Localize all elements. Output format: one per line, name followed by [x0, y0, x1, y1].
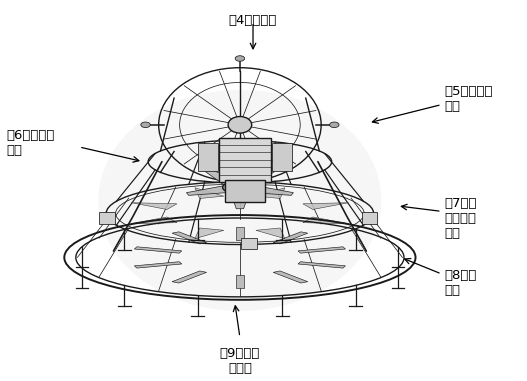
Polygon shape: [273, 232, 308, 244]
Text: （7）方
向姿态控
制器: （7）方 向姿态控 制器: [444, 197, 477, 240]
Bar: [272, 143, 292, 171]
Polygon shape: [172, 232, 207, 244]
Polygon shape: [134, 262, 182, 268]
Polygon shape: [134, 247, 182, 253]
Polygon shape: [256, 228, 285, 239]
Polygon shape: [204, 170, 241, 186]
Polygon shape: [230, 192, 249, 209]
Polygon shape: [256, 188, 285, 199]
Text: （6）五叶螺
旋桨: （6）五叶螺 旋桨: [7, 129, 55, 157]
Ellipse shape: [228, 117, 252, 133]
Polygon shape: [195, 228, 224, 239]
Text: （5）顶置发
动机: （5）顶置发 动机: [444, 85, 493, 113]
Ellipse shape: [235, 188, 245, 194]
Polygon shape: [195, 188, 224, 199]
Ellipse shape: [99, 90, 382, 311]
Polygon shape: [187, 185, 232, 195]
Bar: [219, 138, 271, 182]
Polygon shape: [303, 217, 348, 224]
Bar: [100, 213, 115, 224]
Ellipse shape: [141, 122, 150, 128]
Bar: [225, 180, 265, 202]
Polygon shape: [236, 275, 244, 288]
Text: （9）扭矩
平衡片: （9）扭矩 平衡片: [220, 347, 260, 375]
Bar: [241, 179, 257, 190]
Polygon shape: [298, 262, 346, 268]
Bar: [241, 238, 257, 249]
Bar: [362, 213, 377, 224]
Ellipse shape: [329, 122, 339, 128]
Polygon shape: [248, 185, 294, 195]
Polygon shape: [131, 203, 177, 210]
Text: （8）导
流板: （8）导 流板: [444, 269, 477, 297]
Polygon shape: [239, 170, 275, 186]
Ellipse shape: [222, 181, 257, 194]
Polygon shape: [172, 271, 207, 283]
Polygon shape: [303, 203, 348, 210]
Polygon shape: [236, 227, 244, 240]
Bar: [198, 143, 218, 171]
Ellipse shape: [235, 56, 245, 61]
Text: （4）安装盘: （4）安装盘: [229, 14, 277, 27]
Polygon shape: [273, 271, 308, 283]
Polygon shape: [131, 217, 177, 224]
Polygon shape: [298, 247, 346, 253]
